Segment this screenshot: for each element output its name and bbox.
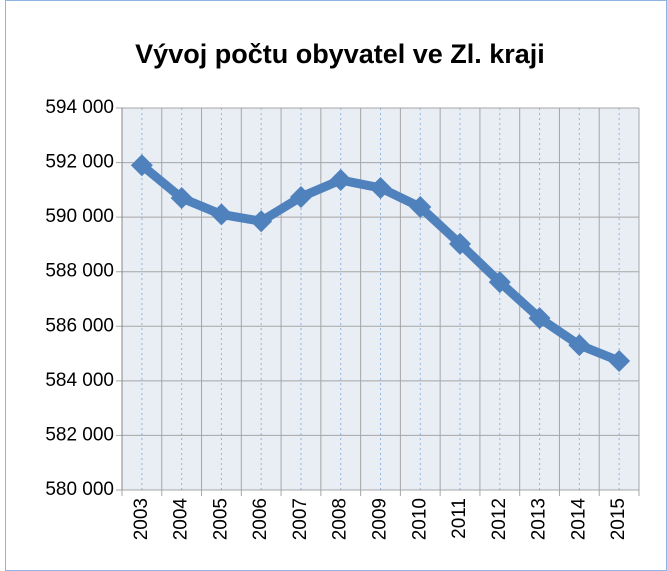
- y-tick-label: 588 000: [45, 261, 114, 282]
- y-tick-label: 582 000: [45, 424, 114, 445]
- x-tick-label: 2013: [529, 498, 550, 540]
- marker: [409, 196, 432, 219]
- x-tick-label: 2005: [210, 498, 231, 540]
- y-tick-label: 584 000: [45, 370, 114, 391]
- x-tick-label: 2015: [608, 498, 629, 540]
- x-tick-label: 2010: [409, 498, 430, 540]
- marker: [170, 187, 193, 210]
- marker: [488, 271, 511, 294]
- marker: [250, 210, 273, 233]
- marker: [289, 185, 312, 208]
- y-tick-label: 580 000: [45, 479, 114, 500]
- marker: [210, 203, 233, 226]
- marker: [449, 232, 472, 255]
- y-tick-label: 590 000: [45, 206, 114, 227]
- marker: [369, 176, 392, 199]
- x-tick-label: 2012: [489, 498, 510, 540]
- x-tick-label: 2004: [171, 498, 192, 541]
- y-tick-label: 586 000: [45, 315, 114, 336]
- chart-title: Vývoj počtu obyvatel ve Zl. kraji: [135, 39, 545, 69]
- y-tick-label: 594 000: [45, 97, 114, 118]
- x-tick-label: 2003: [131, 498, 152, 540]
- marks: [130, 154, 631, 372]
- grid: [116, 107, 640, 496]
- y-tick-label: 592 000: [45, 152, 114, 173]
- marker: [130, 154, 153, 177]
- x-tick-label: 2014: [568, 498, 589, 541]
- marker: [608, 349, 631, 372]
- marker: [329, 169, 352, 192]
- x-tick-label: 2009: [370, 498, 391, 540]
- x-tick-label: 2006: [250, 498, 271, 540]
- x-tick-label: 2011: [449, 498, 470, 539]
- x-tick-label: 2008: [330, 498, 351, 540]
- x-tick-label: 2007: [290, 498, 311, 540]
- marker: [528, 307, 551, 330]
- marker: [568, 334, 591, 357]
